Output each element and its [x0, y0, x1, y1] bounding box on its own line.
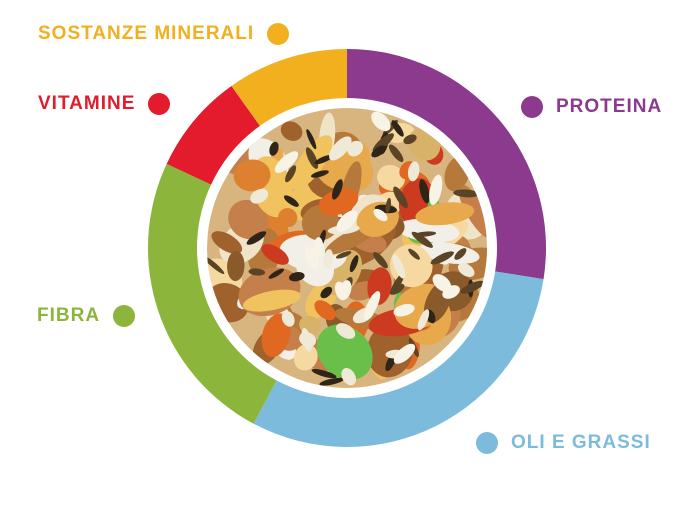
- donut-ring: [147, 49, 546, 448]
- photo-texture-blob: [320, 286, 333, 299]
- photo-texture-blob: [390, 283, 405, 295]
- photo-texture-blob: [393, 186, 408, 209]
- legend-item-sostanze-minerali: SOSTANZE MINERALI: [38, 23, 290, 45]
- photo-texture-blob: [364, 291, 381, 320]
- photo-texture-blob: [311, 170, 329, 178]
- photo-texture-blob: [454, 248, 467, 260]
- photo-texture-blob: [261, 244, 289, 265]
- photo-texture-blob: [457, 262, 475, 278]
- photo-texture-blob: [373, 208, 388, 222]
- photo-texture-blob: [411, 231, 433, 248]
- photo-texture-blob: [319, 377, 344, 386]
- legend-item-vitamine: VITAMINE: [38, 93, 171, 115]
- legend-label-sostanze-minerali: SOSTANZE MINERALI: [38, 23, 255, 44]
- photo-texture-blob: [373, 252, 388, 269]
- oli-e-grassi-dot-icon: [476, 432, 498, 454]
- legend-label-fibra: FIBRA: [37, 305, 101, 326]
- photo-texture-blob: [314, 154, 333, 165]
- photo-texture-blob: [268, 268, 285, 279]
- photo-texture-blob: [371, 111, 391, 132]
- photo-texture-blob: [285, 165, 297, 183]
- photo-texture-blob: [228, 199, 268, 240]
- photo-texture-blob: [388, 144, 404, 163]
- legend-label-vitamine: VITAMINE: [38, 93, 136, 114]
- proteina-dot-icon: [521, 96, 543, 118]
- sostanze-minerali-dot-icon: [267, 23, 290, 45]
- photo-texture-blob: [460, 280, 485, 294]
- donut-segment-sostanze-minerali: [231, 49, 347, 126]
- legend-label-proteina: PROTEINA: [556, 96, 663, 117]
- photo-texture-blob: [430, 251, 454, 265]
- photo-texture-blob: [301, 328, 312, 352]
- photo-texture-blob: [242, 289, 301, 312]
- photo-texture-blob: [403, 134, 417, 145]
- photo-texture-blob: [393, 303, 415, 317]
- photo-texture-blob: [408, 248, 420, 260]
- photo-texture-blob: [318, 188, 359, 216]
- photo-texture-blob: [278, 208, 298, 228]
- donut-segment-vitamine: [166, 85, 260, 185]
- donut-segment-proteina: [347, 49, 546, 280]
- legend-label-oli-e-grassi: OLI E GRASSI: [511, 432, 651, 453]
- photo-texture-blob: [293, 344, 318, 371]
- photo-texture-blob: [313, 237, 324, 257]
- photo-texture-blob: [269, 141, 279, 156]
- photo-texture-blob: [248, 268, 266, 276]
- center-photo: [207, 108, 487, 388]
- photo-texture-blob: [227, 250, 245, 282]
- photo-texture-blob: [432, 274, 452, 292]
- photo-texture-blob: [304, 246, 320, 269]
- photo-texture-blob: [261, 313, 291, 358]
- legend-item-oli-e-grassi: OLI E GRASSI: [476, 432, 651, 454]
- photo-texture-blob: [250, 188, 269, 204]
- photo-texture-blob: [314, 300, 336, 321]
- photo-texture-blob: [366, 323, 414, 378]
- photo-texture-blob: [429, 174, 443, 206]
- photo-texture-blob: [233, 159, 271, 192]
- photo-texture-blob: [316, 324, 373, 380]
- center-photo-collage: [207, 111, 487, 386]
- photo-texture-blob: [280, 121, 303, 141]
- photo-texture-blob: [391, 120, 404, 137]
- legend-item-fibra: FIBRA: [37, 305, 136, 327]
- photo-texture-blob: [329, 136, 352, 161]
- donut-segment-oli-e-grassi: [253, 271, 544, 448]
- photo-texture-blob: [393, 343, 416, 364]
- photo-texture-blob: [341, 368, 357, 386]
- photo-texture-blob: [371, 145, 386, 158]
- photo-texture-blob: [415, 202, 475, 226]
- photo-texture-blob: [311, 369, 337, 379]
- vitamine-dot-icon: [148, 93, 171, 115]
- photo-texture-blob: [306, 129, 317, 150]
- photo-texture-blob: [335, 251, 352, 259]
- photo-texture-blob: [323, 249, 334, 269]
- photo-texture-blob: [417, 309, 430, 331]
- photo-texture-blob: [453, 189, 479, 198]
- fibra-dot-icon: [113, 305, 136, 327]
- photo-texture-blob: [385, 197, 392, 213]
- photo-texture-blob: [207, 255, 225, 274]
- donut-segment-fibra: [147, 163, 277, 424]
- photo-texture-blob: [336, 210, 358, 232]
- photo-texture-blob: [349, 255, 359, 273]
- photo-texture-blob: [288, 272, 305, 282]
- photo-texture-blob: [347, 140, 364, 157]
- photo-texture-blob: [419, 179, 430, 204]
- photo-texture-blob: [458, 184, 487, 239]
- photo-texture-blob: [392, 254, 406, 279]
- photo-texture-blob: [281, 310, 295, 327]
- photo-texture-blob: [274, 151, 299, 173]
- photo-texture-blob: [246, 231, 267, 245]
- photo-texture-blob: [335, 323, 356, 339]
- legend-item-proteina: PROTEINA: [521, 96, 662, 118]
- photo-texture-blob: [283, 195, 299, 207]
- photo-texture-blob: [407, 161, 420, 182]
- photo-texture-blob: [334, 281, 348, 301]
- photo-texture-blob: [377, 165, 405, 191]
- photo-texture-blob: [211, 231, 243, 254]
- photo-texture-blob: [332, 179, 343, 200]
